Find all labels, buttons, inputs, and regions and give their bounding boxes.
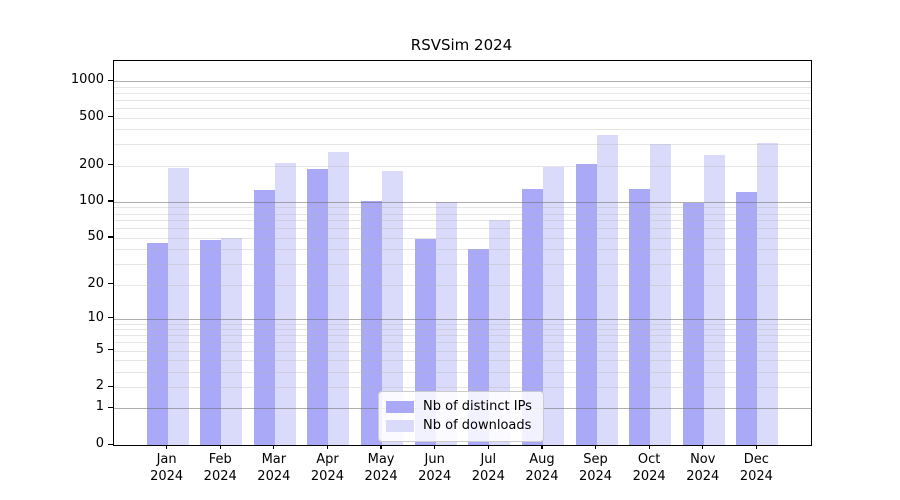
y-tick-label: 1	[95, 399, 104, 415]
bar-downloads	[382, 171, 404, 445]
bar-downloads	[435, 201, 457, 445]
bar-downloads	[596, 135, 618, 445]
bar-downloads	[221, 237, 243, 445]
y-tick-label: 500	[79, 108, 104, 124]
legend: Nb of distinct IPs Nb of downloads	[378, 391, 544, 442]
x-tick-label-year: 2024	[203, 469, 237, 484]
y-tick-label: 50	[87, 228, 104, 244]
bar-distinct-ips	[736, 191, 758, 445]
y-tick-label: 200	[79, 156, 104, 172]
bar-downloads	[328, 151, 350, 445]
legend-row-downloads: Nb of downloads	[386, 416, 536, 435]
x-tick-label-year: 2024	[364, 469, 398, 484]
bar-downloads	[757, 143, 779, 445]
y-tick-label: 0	[95, 436, 104, 451]
x-tick-label-year: 2024	[310, 469, 344, 484]
x-tick-label-month: Apr	[316, 452, 339, 467]
bar-distinct-ips	[521, 189, 543, 445]
x-tick-label-year: 2024	[150, 469, 184, 484]
y-tick-label: 1000	[70, 72, 104, 88]
x-tick-label-year: 2024	[257, 469, 291, 484]
x-tick-label-year: 2024	[632, 469, 666, 484]
bar-distinct-ips	[253, 190, 275, 445]
x-tick-label-month: Jun	[424, 452, 445, 467]
legend-swatch-distinct-ips	[386, 400, 414, 413]
bar-distinct-ips	[361, 201, 383, 445]
y-tick-label: 2	[95, 378, 104, 394]
legend-label-downloads: Nb of downloads	[423, 418, 532, 433]
x-tick-label-month: Feb	[208, 452, 232, 467]
bar-distinct-ips	[307, 169, 329, 445]
legend-row-distinct-ips: Nb of distinct IPs	[386, 397, 536, 416]
x-tick-label-month: Jan	[156, 452, 177, 467]
x-tick-label-month: Nov	[690, 452, 716, 467]
bars-layer	[114, 61, 811, 445]
y-tick-label: 10	[87, 309, 104, 325]
x-tick-label-month: Sep	[583, 452, 608, 467]
x-tick-label-month: May	[367, 452, 395, 467]
plot-area: Nb of distinct IPs Nb of downloads	[113, 60, 812, 446]
bar-distinct-ips	[146, 243, 168, 445]
bar-downloads	[167, 168, 189, 445]
bar-downloads	[703, 154, 725, 445]
chart-title: RSVSim 2024	[410, 36, 513, 54]
x-tick-label-year: 2024	[686, 469, 720, 484]
x-tick-label-year: 2024	[578, 469, 613, 484]
x-tick-label-year: 2024	[418, 469, 452, 484]
y-tick-label: 20	[87, 275, 104, 291]
x-tick-label-month: Aug	[529, 452, 555, 467]
x-tick-label-month: Dec	[743, 452, 769, 467]
x-tick-label-year: 2024	[471, 469, 505, 484]
legend-swatch-downloads	[386, 419, 414, 432]
bar-downloads	[650, 143, 672, 445]
bar-distinct-ips	[629, 189, 651, 445]
y-tick-label: 5	[95, 341, 104, 357]
bar-downloads	[542, 166, 564, 445]
y-tick-label: 100	[79, 192, 104, 208]
x-tick-label-month: Oct	[637, 452, 661, 467]
x-tick-label-year: 2024	[739, 469, 773, 484]
x-tick-label-year: 2024	[525, 469, 559, 484]
x-tick-label-month: Jul	[480, 452, 497, 467]
bar-distinct-ips	[200, 239, 222, 445]
legend-label-distinct-ips: Nb of distinct IPs	[423, 399, 532, 414]
bar-downloads	[274, 163, 296, 445]
bar-downloads	[489, 220, 511, 445]
bar-distinct-ips	[575, 163, 597, 445]
x-tick-label-month: Mar	[261, 452, 287, 467]
bar-distinct-ips	[682, 203, 704, 445]
